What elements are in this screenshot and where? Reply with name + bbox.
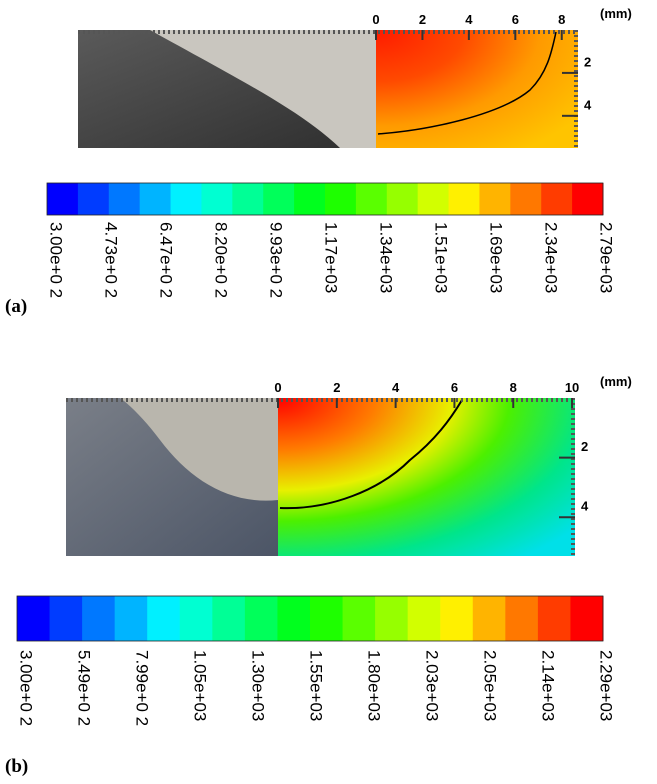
colorbar-label: 2.03e+03 xyxy=(423,650,442,721)
colorbar-label: 1.51e+03 xyxy=(432,222,451,293)
colorbar-swatch xyxy=(342,596,376,641)
colorbar-swatch xyxy=(505,596,539,641)
colorbar-label: 1.55e+03 xyxy=(307,650,326,721)
colorbar-swatch xyxy=(310,596,344,641)
unit-label: (mm) xyxy=(600,374,632,389)
colorbar-swatch xyxy=(472,596,506,641)
colorbar-label: 5.49e+0 2 xyxy=(75,650,94,726)
colorbar-label: 6.47e+0 2 xyxy=(157,222,176,298)
colorbar-label: 4.73e+0 2 xyxy=(102,222,121,298)
colorbar-swatch xyxy=(386,183,419,215)
colorbar-swatch xyxy=(572,183,604,215)
x-tick-label: 2 xyxy=(419,12,426,27)
colorbar-label: 3.00e+0 2 xyxy=(17,650,36,726)
x-tick-label: 6 xyxy=(451,380,458,395)
x-tick-label: 8 xyxy=(558,12,565,27)
y-tick-label: 2 xyxy=(581,439,588,454)
colorbar-label: 2.79e+03 xyxy=(597,222,616,293)
colorbar-swatch xyxy=(108,183,141,215)
x-tick-label: 0 xyxy=(274,380,281,395)
x-tick-label: 8 xyxy=(510,380,517,395)
colorbar-swatch xyxy=(244,596,278,641)
colorbar-swatch xyxy=(407,596,441,641)
colorbar-swatch xyxy=(355,183,388,215)
colorbar-swatch xyxy=(147,596,181,641)
colorbar-swatch xyxy=(277,596,311,641)
colorbar-swatch xyxy=(77,183,110,215)
colorbar-swatch xyxy=(170,183,202,215)
y-tick-label: 2 xyxy=(584,54,591,69)
colorbar-label: 7.99e+0 2 xyxy=(133,650,152,726)
colorbar-swatch xyxy=(49,596,83,641)
colorbar-swatch xyxy=(448,183,480,215)
colorbar-swatch xyxy=(479,183,511,215)
x-tick-label: 10 xyxy=(565,380,579,395)
colorbar-swatch xyxy=(570,596,604,641)
colorbar-label: 1.34e+03 xyxy=(377,222,396,293)
weld-region xyxy=(150,30,376,148)
isotherm xyxy=(279,399,463,510)
x-tick-label: 4 xyxy=(465,12,473,27)
isotherm xyxy=(377,31,557,135)
x-tick-label: 6 xyxy=(512,12,519,27)
colorbar-swatch xyxy=(263,183,295,215)
colorbar-swatch xyxy=(325,183,357,215)
colorbar-swatch xyxy=(179,596,213,641)
colorbar-label: 3.00e+0 2 xyxy=(47,222,66,298)
colorbar-swatch xyxy=(82,596,116,641)
colorbar-swatch xyxy=(47,183,79,215)
colorbar-label: 9.93e+0 2 xyxy=(267,222,286,298)
colorbar-swatch xyxy=(232,183,264,215)
colorbar-swatch xyxy=(139,183,172,215)
panel-label: (a) xyxy=(5,296,27,317)
x-tick-label: 0 xyxy=(372,12,379,27)
colorbar-swatch xyxy=(541,183,573,215)
unit-label: (mm) xyxy=(600,6,632,21)
contour-map xyxy=(278,398,575,556)
y-tick-label: 4 xyxy=(584,97,592,112)
colorbar-swatch xyxy=(537,596,571,641)
colorbar-swatch xyxy=(375,596,409,641)
colorbar-swatch xyxy=(440,596,474,641)
colorbar-label: 1.69e+03 xyxy=(487,222,506,293)
colorbar-label: 1.17e+03 xyxy=(322,222,341,293)
panel-label: (b) xyxy=(5,756,28,777)
colorbar-label: 2.14e+03 xyxy=(539,650,558,721)
colorbar-label: 2.29e+03 xyxy=(597,650,616,721)
y-tick-label: 4 xyxy=(581,499,589,514)
colorbar-label: 1.80e+03 xyxy=(365,650,384,721)
contour-map xyxy=(376,30,578,148)
colorbar-label: 1.30e+03 xyxy=(249,650,268,721)
weld-region xyxy=(120,398,278,501)
colorbar-label: 1.05e+03 xyxy=(191,650,210,721)
colorbar-swatch xyxy=(212,596,246,641)
colorbar-swatch xyxy=(510,183,542,215)
colorbar-label: 2.34e+03 xyxy=(542,222,561,293)
colorbar-swatch xyxy=(17,596,51,641)
colorbar-frame xyxy=(46,182,604,216)
x-tick-label: 2 xyxy=(333,380,340,395)
colorbar-swatch xyxy=(294,183,326,215)
colorbar-swatch xyxy=(114,596,148,641)
colorbar-frame xyxy=(16,595,604,642)
colorbar-label: 8.20e+0 2 xyxy=(212,222,231,298)
colorbar-label: 2.05e+03 xyxy=(481,650,500,721)
colorbar-swatch xyxy=(417,183,450,215)
colorbar-swatch xyxy=(201,183,233,215)
x-tick-label: 4 xyxy=(392,380,400,395)
